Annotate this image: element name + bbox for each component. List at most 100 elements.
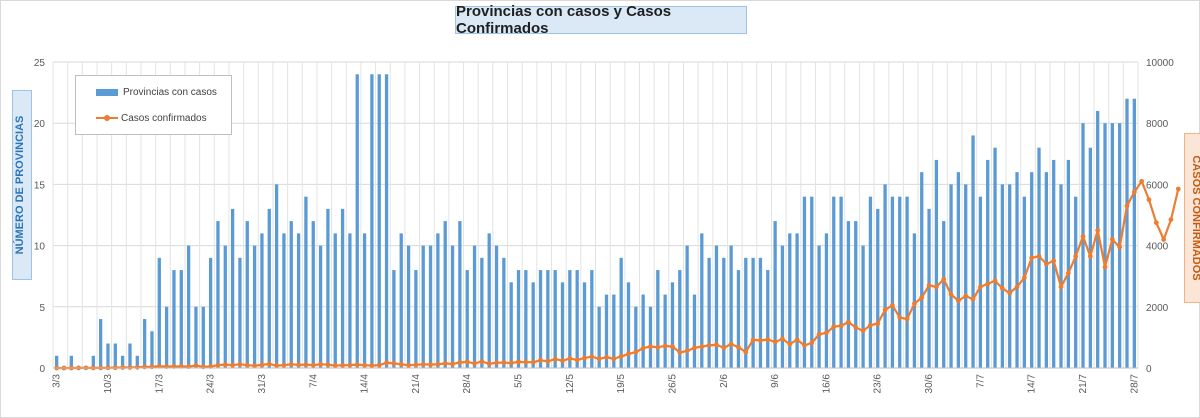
line-point <box>230 362 236 368</box>
line-point <box>244 362 250 368</box>
line-point <box>670 344 675 349</box>
line-point <box>318 361 323 367</box>
bar <box>69 355 73 368</box>
bar <box>1015 172 1019 368</box>
line-point <box>838 323 844 329</box>
line-point <box>626 351 631 357</box>
x-tick-label: 17/3 <box>154 374 165 394</box>
bar <box>113 343 117 368</box>
bar <box>296 233 301 368</box>
bar <box>949 184 953 368</box>
line-point <box>1139 178 1145 184</box>
bar <box>392 270 396 368</box>
line-point <box>941 276 947 282</box>
line-point <box>750 337 756 343</box>
x-tick-label: 28/7 <box>1129 374 1140 394</box>
line-point <box>1058 284 1064 290</box>
y-right-tick-label: 8000 <box>1146 119 1169 130</box>
line-point <box>846 319 851 325</box>
line-point <box>486 361 492 367</box>
bar <box>626 282 631 368</box>
x-tick-label: 28/4 <box>462 374 473 394</box>
legend-item-casos: Casos confirmados <box>76 110 207 126</box>
y-left-tick-label: 10 <box>34 242 46 253</box>
line-point <box>523 359 529 365</box>
bar <box>362 233 367 368</box>
line-point <box>831 324 837 330</box>
bar <box>868 196 873 368</box>
line-point <box>266 361 272 367</box>
line-series <box>54 178 1181 371</box>
bar <box>846 221 851 368</box>
bar <box>428 245 433 368</box>
bar <box>274 184 279 368</box>
bar <box>370 74 374 369</box>
chart-title: Provincias con casos y Casos Confirmados <box>455 3 747 37</box>
line-point <box>442 361 448 366</box>
bar <box>832 196 836 368</box>
line-point <box>633 349 639 355</box>
line-point <box>802 342 807 348</box>
bar <box>964 184 968 368</box>
line-point <box>919 295 925 301</box>
bar <box>201 306 205 368</box>
line-point <box>662 343 668 349</box>
bar <box>773 221 777 368</box>
bar <box>634 306 638 368</box>
x-tick-label: 9/6 <box>770 374 781 388</box>
bar <box>1000 184 1005 368</box>
line-point <box>758 338 763 343</box>
y-left-tick-label: 15 <box>34 180 46 191</box>
line-point <box>904 316 910 322</box>
bar <box>186 245 191 368</box>
bar <box>707 257 711 368</box>
line-point <box>1043 261 1049 267</box>
bar <box>1030 172 1034 368</box>
bar <box>590 270 594 368</box>
bar <box>736 270 741 368</box>
line-point <box>332 363 338 368</box>
line-point <box>237 361 243 367</box>
bar <box>421 245 425 368</box>
line-point <box>1102 264 1108 270</box>
bar <box>795 233 799 368</box>
line-point <box>926 282 932 288</box>
line-point <box>530 359 536 365</box>
line-point <box>875 321 881 327</box>
y-right-tick-label: 0 <box>1146 364 1152 375</box>
line-point <box>391 361 397 366</box>
bar <box>582 282 587 368</box>
bar <box>656 270 660 368</box>
line-point <box>1036 253 1042 259</box>
line-point <box>1051 258 1057 264</box>
line-point <box>428 362 433 368</box>
bar <box>120 355 125 368</box>
line-point <box>369 363 375 368</box>
line-point <box>567 356 573 361</box>
bar <box>157 257 161 368</box>
line-point <box>970 296 976 302</box>
bar <box>927 208 931 368</box>
line-point <box>193 363 199 368</box>
line-point <box>457 360 463 365</box>
line-point <box>574 357 580 363</box>
line-point <box>296 362 301 368</box>
bar <box>560 282 565 368</box>
line-point <box>743 349 749 355</box>
bar <box>245 221 249 368</box>
bar <box>597 306 601 368</box>
bar <box>355 74 359 369</box>
x-tick-label: 7/4 <box>308 374 319 388</box>
line-point <box>933 284 939 290</box>
bar <box>1110 123 1114 368</box>
line-point <box>347 362 353 368</box>
bar <box>531 282 535 368</box>
line-point <box>1029 255 1035 261</box>
legend-label-provincias: Provincias con casos <box>123 86 217 98</box>
line-point <box>640 345 646 351</box>
line-point <box>1109 237 1115 242</box>
line-point <box>772 339 778 345</box>
line-point <box>955 298 961 304</box>
line-point <box>596 356 602 362</box>
line-point <box>985 281 991 287</box>
